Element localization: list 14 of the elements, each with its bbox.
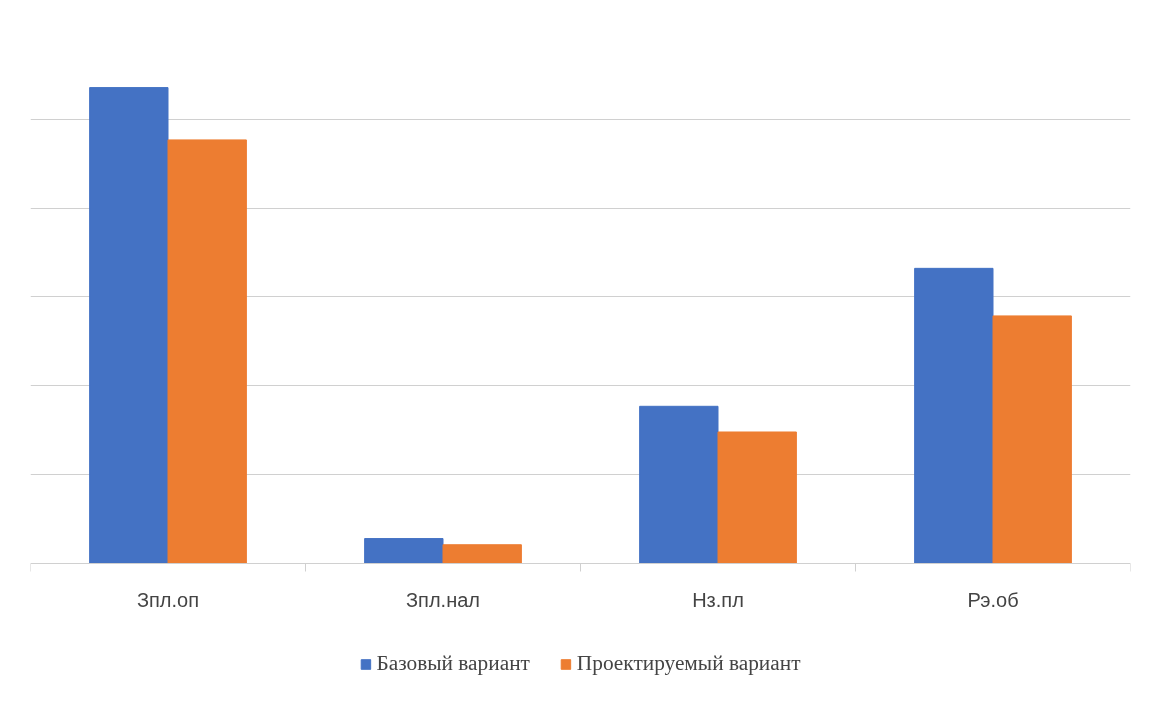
bar [167, 139, 247, 564]
x-tick-label: Зпл.нал [406, 589, 480, 612]
legend-label: Проектируемый вариант [576, 651, 801, 676]
x-tick-label: Рэ.об [967, 589, 1019, 612]
x-tick-label: Зпл.оп [136, 589, 200, 612]
bar [717, 431, 797, 564]
bar [89, 87, 169, 564]
x-tick-label: Нз.пл [692, 589, 744, 612]
legend-label: Базовый вариант [376, 651, 530, 676]
bar [914, 267, 994, 564]
bar [442, 544, 522, 564]
bar [639, 405, 719, 564]
bar [364, 538, 444, 564]
bar [992, 315, 1072, 564]
